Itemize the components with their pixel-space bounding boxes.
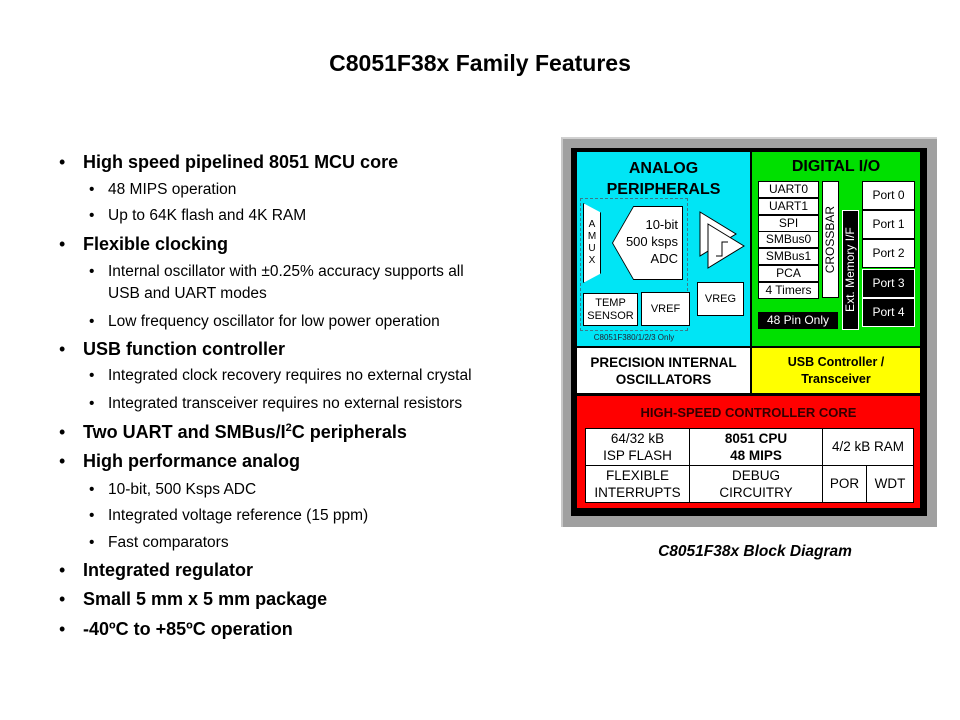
bullet-text-continued: USB and UART modes [108,285,267,302]
bullet-text: Internal oscillator with ±0.25% accuracy… [108,263,464,280]
bullet-item: 10-bit, 500 Ksps ADC [89,481,257,499]
bullet-item: Small 5 mm x 5 mm package [59,589,328,610]
bullet-item: 48 MIPS operation [89,181,237,199]
bullet-item: USB function controller [59,339,285,360]
bullet-item: Up to 64K flash and 4K RAM [89,207,307,225]
peripheral-block: UART0 [758,181,819,198]
bullet-text-after: C peripherals [291,422,407,442]
port-block: Port 4 [862,297,915,327]
vref-block: VREF [641,292,690,326]
por-block: POR [822,465,867,503]
port-block: Port 3 [862,268,915,298]
peripheral-block: SMBus1 [758,248,819,266]
bullet-text: Small 5 mm x 5 mm package [83,589,328,609]
bullet-item: High speed pipelined 8051 MCU core [59,152,399,173]
bullet-text: 10-bit, 500 Ksps ADC [108,481,257,498]
bullet-text: Two UART and SMBus/I [83,422,286,442]
comparator-icon [699,211,745,269]
slide-title: C8051F38x Family Features [329,50,631,76]
bullet-item: Flexible clocking [59,234,229,255]
bullet-item: Internal oscillator with ±0.25% accuracy… [89,263,464,303]
wdt-block: WDT [866,465,914,503]
bullet-text: High speed pipelined 8051 MCU core [83,152,399,172]
bullet-text: Fast comparators [108,534,229,551]
bullet-item: Two UART and SMBus/I2C peripherals [59,422,407,443]
bullet-text: Up to 64K flash and 4K RAM [108,207,307,224]
port-block: Port 0 [862,181,915,210]
bullet-superscript: 2 [285,422,292,434]
bullet-text: Integrated clock recovery requires no ex… [108,367,472,384]
bullet-item: Low frequency oscillator for low power o… [89,313,440,331]
port-block: Port 2 [862,239,915,269]
debug-block: DEBUG CIRCUITRY [689,465,823,503]
digital-title: DIGITAL I/O [791,158,881,175]
bullet-text: Low frequency oscillator for low power o… [108,313,440,330]
analog-title: ANALOG PERIPHERALS [606,160,721,198]
peripheral-block: UART1 [758,197,819,215]
bullet-item: High performance analog [59,451,301,472]
peripheral-block: SPI [758,214,819,232]
bullet-text: Integrated voltage reference (15 ppm) [108,507,369,524]
ext-memory-block: Ext. Memory I/F [842,210,859,330]
analog-dashed-group [580,198,688,331]
peripheral-block: SMBus0 [758,231,819,249]
interrupts-block: FLEXIBLE INTERRUPTS [585,465,690,503]
cpu-block: 8051 CPU 48 MIPS [689,428,823,466]
port-block: Port 1 [862,210,915,240]
crossbar-block: CROSSBAR [822,181,839,298]
bullet-item: -40ºC to +85ºC operation [59,619,293,640]
bullet-text: USB function controller [83,339,285,359]
pin-note: 48 Pin Only [758,312,838,329]
peripheral-block: 4 Timers [758,281,819,299]
peripheral-block: PCA [758,265,819,282]
core-title: HIGH-SPEED CONTROLLER CORE [640,405,857,420]
ram-block: 4/2 kB RAM [822,428,914,466]
bullet-text: Integrated transceiver requires no exter… [108,395,463,412]
diagram-caption: C8051F38x Block Diagram [658,543,852,560]
oscillators-block: PRECISION INTERNAL OSCILLATORS [577,348,750,393]
bullet-item: Fast comparators [89,534,229,552]
analog-note: C8051F380/1/2/3 Only [593,333,675,342]
bullet-item: Integrated regulator [59,560,254,581]
bullet-item: Integrated voltage reference (15 ppm) [89,507,369,525]
usb-block: USB Controller / Transceiver [752,348,920,393]
bullet-text: 48 MIPS operation [108,181,237,198]
bullet-text: High performance analog [83,451,301,471]
vreg-block: VREG [697,282,744,316]
bullet-item: Integrated transceiver requires no exter… [89,395,463,413]
flash-block: 64/32 kB ISP FLASH [585,428,690,466]
bullet-item: Integrated clock recovery requires no ex… [89,367,472,385]
bullet-text: Integrated regulator [83,560,254,580]
temp-sensor-block: TEMP SENSOR [583,293,638,326]
bullet-text: -40ºC to +85ºC operation [83,619,293,639]
bullet-text: Flexible clocking [83,234,229,254]
